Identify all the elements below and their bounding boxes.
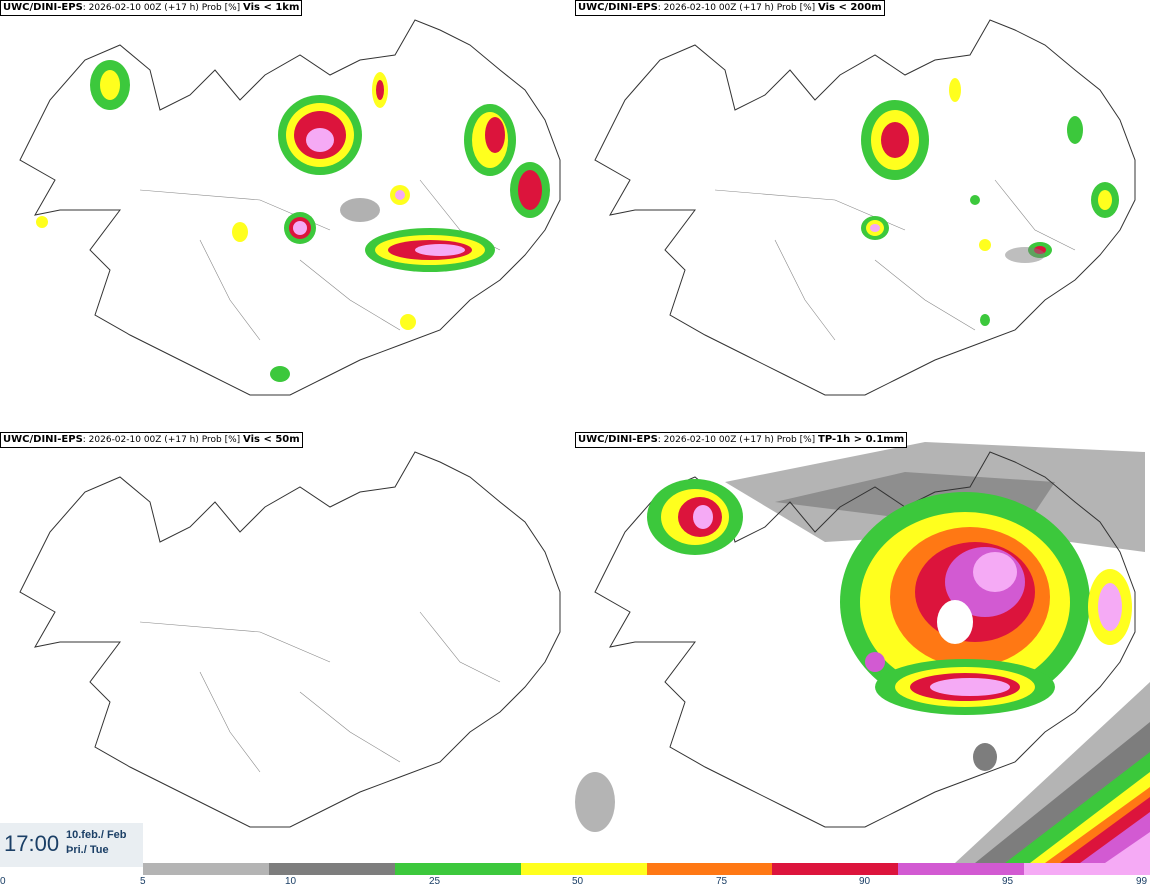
colorbar-segment xyxy=(646,863,773,875)
panel-title: UWC/DINI-EPS: 2026-02-10 00Z (+17 h) Pro… xyxy=(575,0,885,16)
panel-title: UWC/DINI-EPS: 2026-02-10 00Z (+17 h) Pro… xyxy=(0,432,303,448)
panel-title: UWC/DINI-EPS: 2026-02-10 00Z (+17 h) Pro… xyxy=(0,0,303,16)
map-panel-vis-200m: UWC/DINI-EPS: 2026-02-10 00Z (+17 h) Pro… xyxy=(575,0,1150,431)
model-name: UWC/DINI-EPS xyxy=(578,434,658,445)
param-label: Vis < 50m xyxy=(243,434,300,445)
colorbar-segment xyxy=(394,863,521,875)
timestamp-box: 17:00 10.feb./ Feb Þri./ Tue xyxy=(0,823,143,867)
day-label: Þri./ Tue xyxy=(66,844,109,856)
colorbar-segment xyxy=(268,863,395,875)
colorbar-tick-label: 50 xyxy=(572,876,584,887)
map-panel-precip: UWC/DINI-EPS: 2026-02-10 00Z (+17 h) Pro… xyxy=(575,432,1150,863)
model-name: UWC/DINI-EPS xyxy=(3,434,83,445)
date-label: 10.feb./ Feb xyxy=(66,829,127,841)
map-canvas xyxy=(575,442,1150,863)
model-name: UWC/DINI-EPS xyxy=(3,2,83,13)
colorbar xyxy=(143,863,1150,875)
run-info: : 2026-02-10 00Z (+17 h) Prob [%] xyxy=(657,435,816,445)
run-info: : 2026-02-10 00Z (+17 h) Prob [%] xyxy=(657,3,816,13)
colorbar-tick-label: 5 xyxy=(140,876,146,887)
map-panel-vis-50m: UWC/DINI-EPS: 2026-02-10 00Z (+17 h) Pro… xyxy=(0,432,575,863)
map-canvas xyxy=(594,19,1136,396)
colorbar-tick-label: 99 xyxy=(1136,876,1148,887)
colorbar-tick-label: 25 xyxy=(429,876,441,887)
colorbar-segment xyxy=(898,863,1025,875)
map-canvas xyxy=(19,19,561,396)
map-canvas xyxy=(19,451,561,828)
colorbar-tick-label: 90 xyxy=(859,876,871,887)
valid-time: 17:00 xyxy=(4,831,60,856)
run-info: : 2026-02-10 00Z (+17 h) Prob [%] xyxy=(82,3,241,13)
colorbar-segment xyxy=(143,863,269,875)
colorbar-segment xyxy=(520,863,647,875)
colorbar-tick-label: 10 xyxy=(285,876,297,887)
probability-field xyxy=(647,479,1132,771)
valid-date: 10.feb./ Feb Þri./ Tue xyxy=(66,828,127,858)
colorbar-tick-label: 95 xyxy=(1002,876,1014,887)
param-label: TP-1h > 0.1mm xyxy=(818,434,905,445)
colorbar-segment xyxy=(1024,863,1150,875)
colorbar-tick-label: 0 xyxy=(0,876,6,887)
panel-title: UWC/DINI-EPS: 2026-02-10 00Z (+17 h) Pro… xyxy=(575,432,908,448)
model-name: UWC/DINI-EPS xyxy=(578,2,658,13)
probability-field xyxy=(36,60,550,382)
probability-field xyxy=(861,78,1119,326)
param-label: Vis < 1km xyxy=(243,2,300,13)
param-label: Vis < 200m xyxy=(818,2,882,13)
colorbar-ticks: 0 5 10 25 50 75 90 95 99 xyxy=(0,876,1150,891)
colorbar-tick-label: 75 xyxy=(716,876,728,887)
map-panel-vis-1km: UWC/DINI-EPS: 2026-02-10 00Z (+17 h) Pro… xyxy=(0,0,575,431)
run-info: : 2026-02-10 00Z (+17 h) Prob [%] xyxy=(82,435,241,445)
colorbar-segment xyxy=(772,863,899,875)
